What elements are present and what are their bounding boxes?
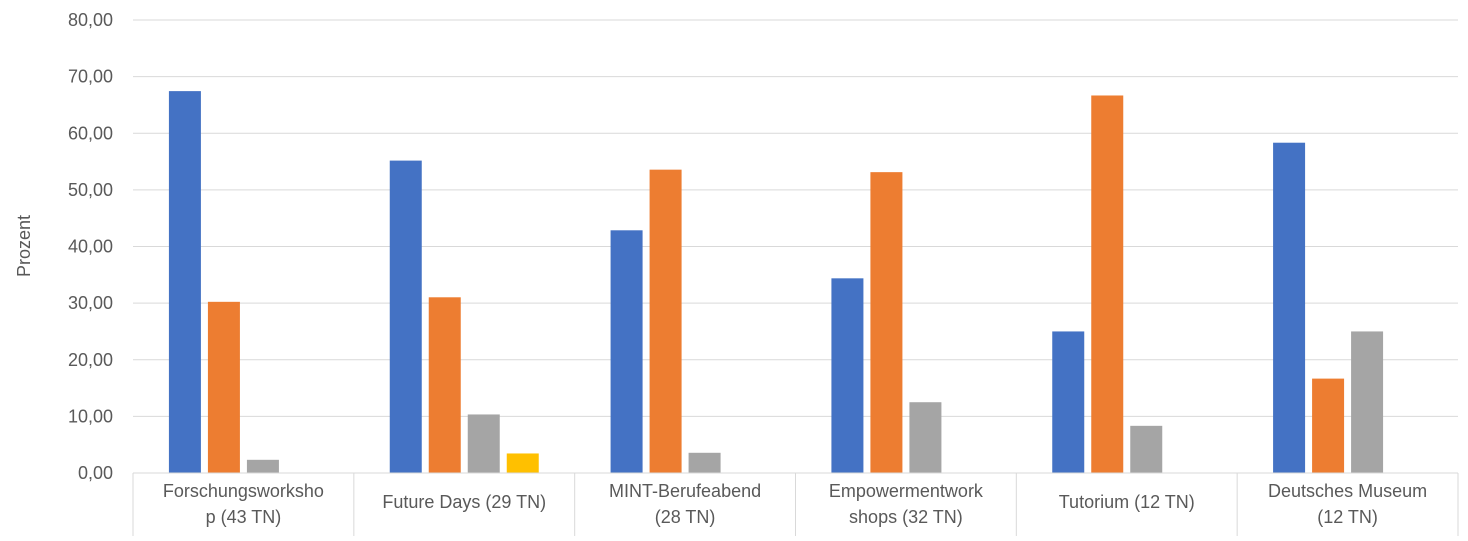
bar	[831, 278, 864, 473]
bar	[428, 297, 461, 473]
category-label: shops (32 TN)	[849, 507, 963, 527]
category-label: (28 TN)	[655, 507, 716, 527]
bar	[610, 230, 643, 473]
y-tick-label: 40,00	[68, 237, 113, 257]
bar	[1312, 378, 1345, 473]
bar	[688, 452, 721, 473]
bar	[207, 301, 240, 473]
bar	[506, 453, 539, 473]
bar	[467, 414, 500, 473]
y-tick-label: 20,00	[68, 350, 113, 370]
bar	[909, 402, 942, 473]
category-axis: Forschungsworksho p (43 TN) Future Days (2…	[132, 472, 1459, 536]
y-tick-label: 30,00	[68, 293, 113, 313]
category-label: (12 TN)	[1317, 507, 1378, 527]
bars	[168, 91, 1384, 474]
y-tick-label: 10,00	[68, 406, 113, 426]
bar	[389, 160, 422, 474]
bar	[1351, 331, 1384, 473]
y-tick-label: 50,00	[68, 180, 113, 200]
y-axis-title: Prozent	[14, 215, 34, 277]
category-label: MINT-Berufeabend	[609, 481, 761, 501]
y-tick-label: 0,00	[78, 463, 113, 483]
category-label: Empowermentwork	[829, 481, 984, 501]
bar	[649, 169, 682, 473]
category-label: Deutsches Museum	[1268, 481, 1427, 501]
y-tick-label: 70,00	[68, 67, 113, 87]
gridlines	[133, 19, 1458, 417]
bar	[1273, 142, 1306, 474]
category-label: Tutorium (12 TN)	[1059, 492, 1195, 512]
y-tick-label: 60,00	[68, 123, 113, 143]
bar	[168, 91, 201, 473]
y-tick-label: 80,00	[68, 10, 113, 30]
bar	[1052, 331, 1085, 473]
bar	[1130, 425, 1163, 473]
category-label: Forschungsworksho	[163, 481, 324, 501]
category-label: Future Days (29 TN)	[382, 492, 546, 512]
bar	[1091, 95, 1124, 473]
bar	[246, 459, 279, 473]
y-tick-labels: 0,00 10,00 20,00 30,00 40,00 50,00 60,00 70,00 8…	[68, 10, 113, 483]
category-label: p (43 TN)	[206, 507, 282, 527]
bar	[870, 172, 903, 474]
